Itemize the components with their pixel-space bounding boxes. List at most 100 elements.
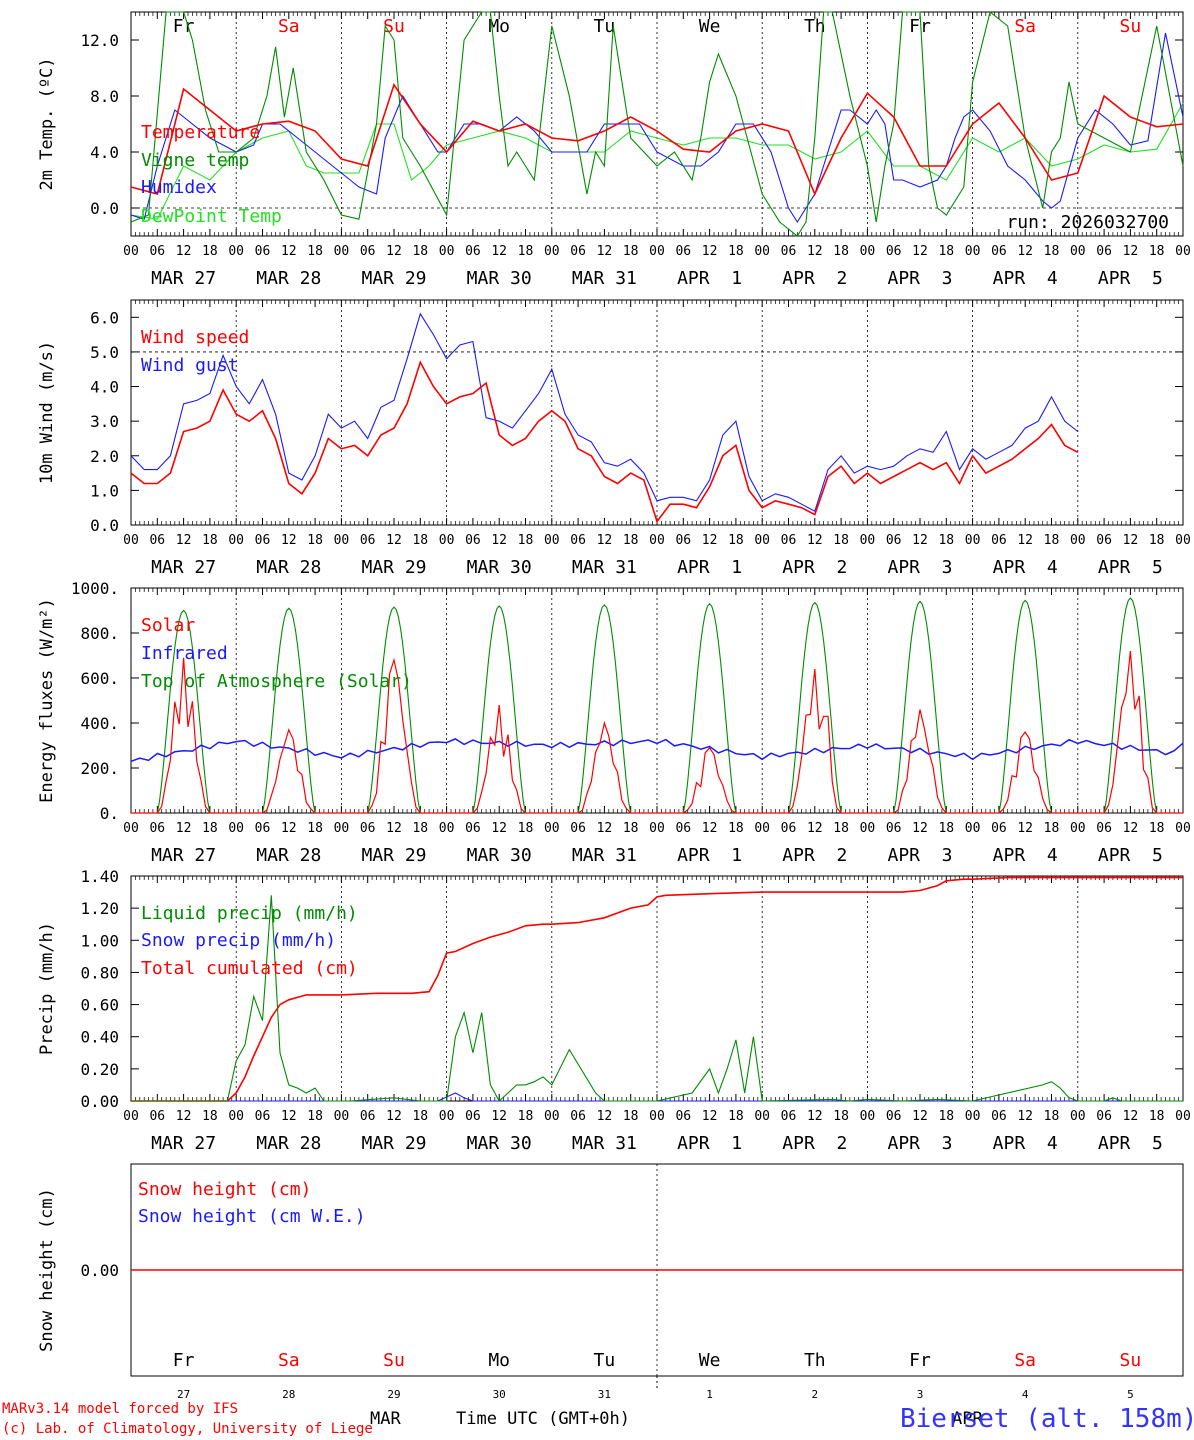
hour-label: 00 <box>754 1109 770 1124</box>
hour-label: 12 <box>1123 533 1139 548</box>
series-line-liquid-precip-mm-h- <box>131 895 1183 1102</box>
hour-label: 18 <box>623 533 639 548</box>
hour-label: 18 <box>833 821 849 836</box>
y-axis-label: Snow height (cm) <box>37 1188 57 1352</box>
hour-label: 00 <box>439 533 455 548</box>
weekday-label: Fr <box>909 1350 931 1371</box>
weekday-label: Su <box>1120 1350 1142 1371</box>
hour-label: 06 <box>1096 244 1112 259</box>
hour-label: 00 <box>1175 533 1191 548</box>
day-number-label: 30 <box>493 1388 506 1401</box>
hour-label: 06 <box>570 244 586 259</box>
legend-entry: DewPoint Temp <box>141 206 282 227</box>
hour-label: 12 <box>176 1109 192 1124</box>
hour-label: 00 <box>439 1109 455 1124</box>
date-label: APR 4 <box>993 1133 1058 1154</box>
hour-label: 12 <box>176 244 192 259</box>
day-number-label: 4 <box>1022 1388 1029 1401</box>
hour-label: 00 <box>334 244 350 259</box>
date-label: MAR 27 <box>151 268 216 289</box>
hour-label: 18 <box>938 533 954 548</box>
hour-label: 18 <box>833 1109 849 1124</box>
hour-label: 12 <box>912 533 928 548</box>
hour-label: 00 <box>439 821 455 836</box>
hour-label: 18 <box>307 821 323 836</box>
y-tick-label: 0.60 <box>80 996 119 1015</box>
series-line-wind-speed <box>130 360 1079 524</box>
weekday-label: We <box>699 16 721 37</box>
hour-label: 00 <box>649 821 665 836</box>
panel-precip: 0.00 0.20 0.40 0.60 0.80 1.00 1.20 1.40 Precip (… <box>37 867 1191 1154</box>
hour-label: 12 <box>912 1109 928 1124</box>
legend-entry: Snow height (cm) <box>138 1179 311 1200</box>
y-tick-label: 4.0 <box>90 378 119 397</box>
date-label: MAR 31 <box>572 845 637 866</box>
hour-label: 06 <box>1096 821 1112 836</box>
hour-label: 00 <box>544 1109 560 1124</box>
date-label: MAR 28 <box>256 1133 321 1154</box>
hour-label: 18 <box>1044 1109 1060 1124</box>
date-label: APR 5 <box>1098 557 1163 578</box>
date-label: MAR 30 <box>467 845 532 866</box>
hour-label: 06 <box>675 1109 691 1124</box>
date-label: MAR 30 <box>467 557 532 578</box>
date-label: APR 5 <box>1098 845 1163 866</box>
weekday-label: Su <box>1120 16 1142 37</box>
hour-label: 00 <box>123 533 139 548</box>
date-label: APR 5 <box>1098 1133 1163 1154</box>
date-label: APR 2 <box>782 557 847 578</box>
hour-label: 12 <box>386 244 402 259</box>
series-line-humidex <box>130 32 1184 224</box>
hour-label: 06 <box>149 821 165 836</box>
hour-label: 00 <box>860 244 876 259</box>
weekday-label: Tu <box>594 16 616 37</box>
hour-label: 06 <box>991 1109 1007 1124</box>
hour-label: 12 <box>281 1109 297 1124</box>
panel-snow: 0.00 Snow height (cm) Snow height (cm) Snow… <box>37 1163 1184 1401</box>
hour-label: 00 <box>123 244 139 259</box>
hour-label: 18 <box>1044 821 1060 836</box>
weekday-label: Fr <box>909 16 931 37</box>
date-label: APR 1 <box>677 1133 742 1154</box>
hour-label: 18 <box>623 1109 639 1124</box>
hour-label: 00 <box>123 821 139 836</box>
hour-label: 18 <box>728 244 744 259</box>
y-tick-label: 4.0 <box>90 143 119 162</box>
hour-label: 12 <box>1123 821 1139 836</box>
hour-label: 12 <box>597 821 613 836</box>
date-label: MAR 29 <box>361 268 426 289</box>
hour-label: 00 <box>860 821 876 836</box>
legend-entry: Snow height (cm W.E.) <box>138 1206 366 1227</box>
date-label: APR 1 <box>677 557 742 578</box>
weekday-label: Fr <box>173 16 195 37</box>
date-label: APR 1 <box>677 845 742 866</box>
hour-label: 12 <box>281 533 297 548</box>
run-annotation: run: 2026032700 <box>1006 212 1169 233</box>
hour-label: 18 <box>1044 533 1060 548</box>
hour-label: 12 <box>491 821 507 836</box>
hour-label: 12 <box>597 533 613 548</box>
x-minor-ticks <box>135 876 1179 1101</box>
hour-label: 12 <box>702 1109 718 1124</box>
hour-label: 18 <box>518 1109 534 1124</box>
hour-label: 12 <box>807 821 823 836</box>
date-label: MAR 31 <box>572 268 637 289</box>
hour-label: 12 <box>807 1109 823 1124</box>
y-tick-label: 1.40 <box>80 867 119 886</box>
date-label: MAR 28 <box>256 557 321 578</box>
weekday-label: Mo <box>488 16 510 37</box>
weekday-label: Su <box>383 1350 405 1371</box>
hour-label: 12 <box>1017 821 1033 836</box>
hour-label: 12 <box>281 244 297 259</box>
y-tick-label: 12.0 <box>80 31 119 50</box>
hour-label: 06 <box>781 1109 797 1124</box>
hour-label: 18 <box>938 244 954 259</box>
hour-label: 00 <box>228 533 244 548</box>
hour-label: 18 <box>1149 821 1165 836</box>
hour-label: 18 <box>833 533 849 548</box>
hour-label: 00 <box>649 244 665 259</box>
hour-label: 18 <box>728 533 744 548</box>
hour-label: 12 <box>281 821 297 836</box>
hour-label: 00 <box>965 1109 981 1124</box>
hour-label: 00 <box>544 533 560 548</box>
